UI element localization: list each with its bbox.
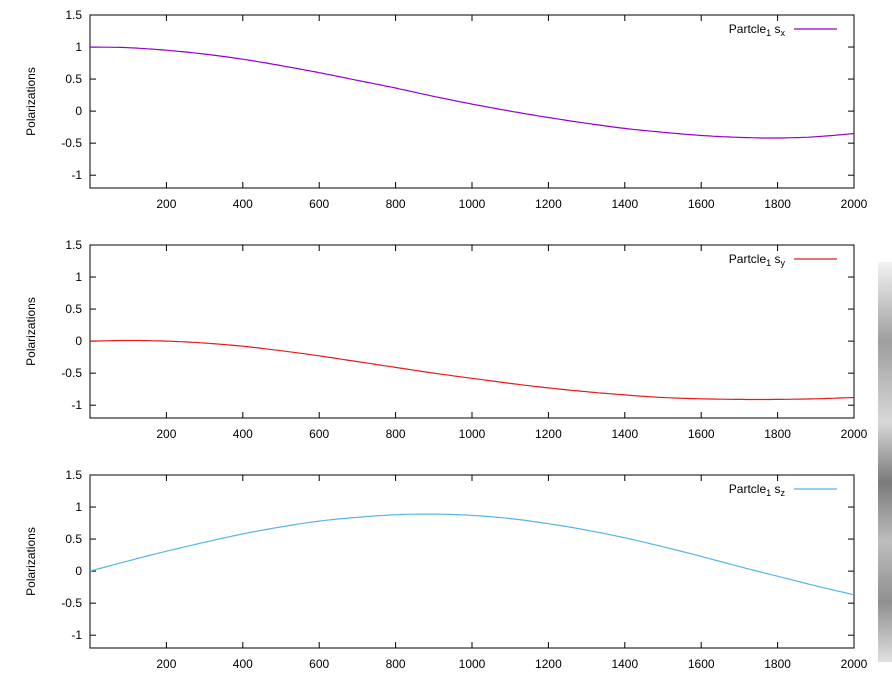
y-tick-label: 0.5	[65, 302, 82, 316]
x-tick-label: 1600	[688, 197, 715, 211]
y-tick-label: -1	[71, 628, 82, 642]
x-tick-label: 1000	[459, 197, 486, 211]
x-tick-label: 1000	[459, 427, 486, 441]
plot-frame	[89, 474, 855, 649]
legend-name: Partcle	[729, 252, 767, 266]
y-tick-label: -1	[71, 398, 82, 412]
legend-label: Partcle1 sx	[729, 22, 786, 38]
x-tick-label: 1600	[688, 657, 715, 671]
x-tick-label: 1600	[688, 427, 715, 441]
y-tick-label: 0.5	[65, 532, 82, 546]
x-tick-label: 600	[309, 657, 329, 671]
y-tick-label: 1	[75, 40, 82, 54]
y-axis-label: Polarizations	[24, 527, 38, 596]
legend-symbol-subscript: z	[781, 488, 786, 498]
x-tick-label: 200	[156, 197, 176, 211]
legend-symbol: s	[775, 22, 781, 36]
plot-frame	[89, 14, 855, 189]
x-tick-label: 400	[233, 427, 253, 441]
legend-subscript: 1	[766, 488, 771, 498]
y-tick-label: 1	[75, 270, 82, 284]
legend-label: Partcle1 sz	[729, 482, 786, 498]
x-tick-label: 1400	[611, 657, 638, 671]
y-tick-label: 1	[75, 500, 82, 514]
x-tick-label: 1200	[535, 427, 562, 441]
legend-subscript: 1	[766, 258, 771, 268]
x-tick-label: 800	[386, 197, 406, 211]
y-axis-label: Polarizations	[24, 67, 38, 136]
plot-frame	[89, 244, 855, 419]
series-line-sy	[89, 339, 855, 401]
x-tick-label: 1400	[611, 427, 638, 441]
y-tick-label: 1.5	[65, 8, 82, 22]
x-tick-label: 200	[156, 657, 176, 671]
x-tick-label: 800	[386, 427, 406, 441]
x-tick-label: 600	[309, 197, 329, 211]
legend-subscript: 1	[766, 28, 771, 38]
x-tick-label: 1000	[459, 657, 486, 671]
x-tick-label: 2000	[841, 657, 868, 671]
y-tick-label: -0.5	[61, 596, 82, 610]
background-photo-strip	[878, 262, 892, 662]
legend-symbol-subscript: y	[781, 258, 786, 268]
legend-name: Partcle	[729, 482, 767, 496]
y-tick-label: 1.5	[65, 238, 82, 252]
series-line-sz	[89, 513, 855, 596]
x-tick-label: 200	[156, 427, 176, 441]
y-tick-label: 0.5	[65, 72, 82, 86]
x-tick-label: 1800	[764, 197, 791, 211]
legend-symbol: s	[775, 482, 781, 496]
series-line-sx	[89, 46, 855, 139]
legend-symbol: s	[775, 252, 781, 266]
x-tick-label: 1200	[535, 657, 562, 671]
x-tick-label: 1200	[535, 197, 562, 211]
legend-symbol-subscript: x	[781, 28, 786, 38]
x-tick-label: 600	[309, 427, 329, 441]
x-tick-label: 1800	[764, 427, 791, 441]
x-tick-label: 2000	[841, 427, 868, 441]
x-tick-label: 2000	[841, 197, 868, 211]
legend-label: Partcle1 sy	[729, 252, 786, 268]
y-tick-label: -0.5	[61, 136, 82, 150]
y-tick-label: 0	[75, 334, 82, 348]
chart-panel-2: 1.5 1 0.5 0 -0.5 -1 200 400 600 800 1000 1200 1400 16…	[24, 238, 868, 441]
x-tick-label: 400	[233, 657, 253, 671]
y-tick-label: 1.5	[65, 468, 82, 482]
chart-panel-3: 1.5 1 0.5 0 -0.5 -1 200 400 600 800 1000 1200 1400 16…	[24, 468, 868, 671]
x-tick-label: 400	[233, 197, 253, 211]
chart-panel-1: 1.5 1 0.5 0 -0.5 -1 200 400 600 800 1000 1200 1400 16…	[24, 8, 868, 211]
y-tick-label: -1	[71, 168, 82, 182]
x-tick-label: 800	[386, 657, 406, 671]
legend-name: Partcle	[729, 22, 767, 36]
y-tick-label: -0.5	[61, 366, 82, 380]
x-tick-label: 1400	[611, 197, 638, 211]
y-axis-label: Polarizations	[24, 297, 38, 366]
y-tick-label: 0	[75, 564, 82, 578]
x-tick-label: 1800	[764, 657, 791, 671]
y-tick-label: 0	[75, 104, 82, 118]
